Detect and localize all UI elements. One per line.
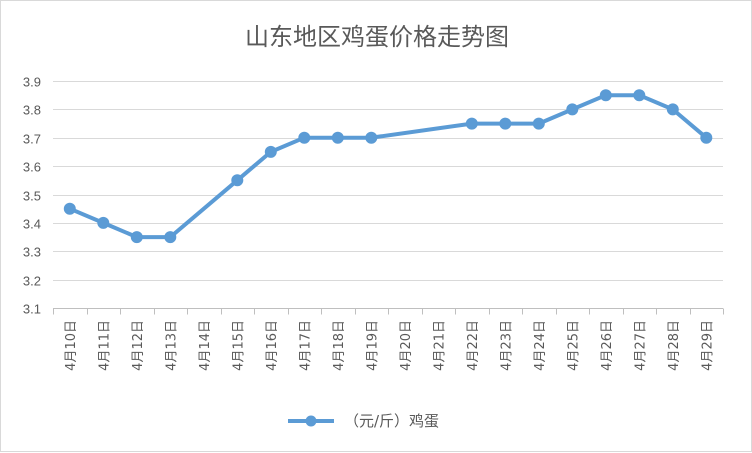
data-point (164, 231, 177, 244)
x-tick-label: 4月11日 (97, 320, 112, 371)
y-tick-label: 3.7 (23, 132, 41, 147)
data-point (63, 202, 76, 215)
legend: （元/斤）鸡蛋 (288, 412, 439, 430)
x-tick-label: 4月29日 (700, 320, 715, 371)
x-tick-label: 4月26日 (600, 320, 615, 371)
y-tick-label: 3.6 (23, 160, 41, 175)
data-point (264, 145, 277, 158)
data-point (331, 131, 344, 144)
x-tick-label: 4月19日 (365, 320, 380, 371)
x-tick-label: 4月12日 (131, 320, 146, 371)
y-tick-label: 3.3 (23, 245, 41, 260)
x-axis: 4月10日 4月11日 4月12日 4月13日 4月14日 4月15日 4月16日 4月17日… (53, 308, 724, 371)
x-tick-label: 4月20日 (399, 320, 414, 371)
data-point (499, 117, 512, 130)
x-tick-label: 4月28日 (667, 320, 682, 371)
data-point (97, 216, 110, 229)
grid-lines (53, 81, 723, 281)
x-tick-label: 4月22日 (466, 320, 481, 371)
x-tick-label: 4月15日 (231, 320, 246, 371)
legend-label: （元/斤）鸡蛋 (344, 412, 439, 430)
x-tick-label: 4月21日 (432, 320, 447, 371)
data-point (566, 103, 579, 116)
x-tick-label: 4月17日 (298, 320, 313, 371)
y-tick-label: 3.1 (23, 302, 41, 317)
x-tick-label: 4月10日 (64, 320, 79, 371)
y-tick-label: 3.2 (23, 274, 41, 289)
data-point (532, 117, 545, 130)
x-tick-label: 4月14日 (198, 320, 213, 371)
chart-title: 山东地区鸡蛋价格走势图 (245, 23, 509, 51)
y-tick-label: 3.9 (23, 75, 41, 90)
data-point (700, 131, 713, 144)
data-point (298, 131, 311, 144)
data-point (465, 117, 478, 130)
x-tick-label: 4月13日 (164, 320, 179, 371)
y-tick-label: 3.4 (23, 217, 41, 232)
y-axis-ticks: 3.1 3.2 3.3 3.4 3.5 3.6 3.7 3.8 3.9 (23, 75, 41, 317)
x-tick-label: 4月16日 (265, 320, 280, 371)
x-tick-label: 4月18日 (332, 320, 347, 371)
data-point (633, 89, 646, 102)
legend-marker (305, 415, 317, 427)
x-tick-label: 4月24日 (533, 320, 548, 371)
x-tick-label: 4月25日 (566, 320, 581, 371)
x-tick-label: 4月27日 (633, 320, 648, 371)
y-tick-label: 3.5 (23, 189, 41, 204)
data-point (231, 174, 244, 187)
data-point (599, 89, 612, 102)
data-point (130, 231, 143, 244)
data-point (365, 131, 378, 144)
x-tick-label: 4月23日 (499, 320, 514, 371)
series-layer (63, 89, 713, 244)
data-point (666, 103, 679, 116)
y-tick-label: 3.8 (23, 103, 41, 118)
